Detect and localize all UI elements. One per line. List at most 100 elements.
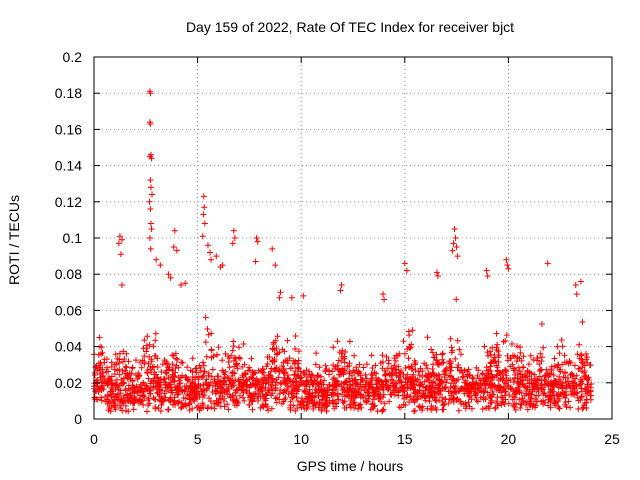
data-point [169,367,176,374]
data-point [116,402,123,409]
data-point [304,377,311,384]
data-point [330,383,337,390]
data-point [587,384,594,391]
data-point [407,393,414,400]
data-point [184,377,191,384]
data-point [371,369,378,376]
data-point [118,236,125,243]
data-point [401,395,408,402]
data-point [287,378,294,385]
data-point [571,385,578,392]
data-point [182,395,189,402]
data-point [306,381,313,388]
data-point [174,356,181,363]
data-point [382,377,389,384]
data-point [517,381,524,388]
data-point [583,351,590,358]
data-point [171,227,178,234]
data-point [197,364,204,371]
data-point [98,397,105,404]
data-point [561,352,568,359]
data-point [517,344,524,351]
data-point [353,367,360,374]
data-point [410,408,417,415]
data-point [514,386,521,393]
data-point [209,388,216,395]
data-point [508,341,515,348]
data-point [464,380,471,387]
data-point [143,348,150,355]
data-point [374,380,381,387]
data-point [340,369,347,376]
data-point [297,401,304,408]
data-point [473,396,480,403]
data-point [403,267,410,274]
y-tick-label: 0.2 [63,49,83,65]
data-point [265,407,272,414]
data-point [428,346,435,353]
data-point [400,384,407,391]
data-point [372,362,379,369]
data-point [333,400,340,407]
data-point [417,404,424,411]
data-point [551,355,558,362]
data-point [470,375,477,382]
data-point [268,405,275,412]
data-point [292,368,299,375]
data-point [316,364,323,371]
data-point [125,358,132,365]
data-point [165,397,172,404]
data-point [448,380,455,387]
data-point [313,350,320,357]
data-point [510,365,517,372]
data-point [236,392,243,399]
data-point [216,390,223,397]
data-point [530,356,537,363]
data-point [150,383,157,390]
data-point [322,362,329,369]
data-point [512,406,519,413]
data-point [344,392,351,399]
data-point [114,396,121,403]
data-point [387,391,394,398]
data-point [207,379,214,386]
data-point [119,407,126,414]
data-point [494,384,501,391]
data-point [206,383,213,390]
data-point [381,296,388,303]
data-point [165,271,172,278]
data-point [198,404,205,411]
data-point [541,372,548,379]
data-point [343,392,350,399]
data-point [449,347,456,354]
data-point [124,391,131,398]
data-point [276,368,283,375]
data-point [333,377,340,384]
data-point [150,343,157,350]
data-point [199,400,206,407]
data-point [127,376,134,383]
data-point [148,225,155,232]
data-point [577,278,584,285]
data-point [201,220,208,227]
data-point [352,402,359,409]
data-point [201,204,208,211]
chart-title: Day 159 of 2022, Rate Of TEC Index for r… [186,19,514,35]
data-point [94,396,101,403]
data-point [189,355,196,362]
data-point [347,396,354,403]
data-point [455,407,462,414]
data-point [509,385,516,392]
data-point [425,386,432,393]
data-point [118,282,125,289]
data-point [453,377,460,384]
data-point [486,392,493,399]
data-point [130,384,137,391]
data-point [447,335,454,342]
data-point [212,387,219,394]
data-point [291,393,298,400]
data-point [236,344,243,351]
data-point [118,398,125,405]
data-point [474,372,481,379]
data-point [99,366,106,373]
